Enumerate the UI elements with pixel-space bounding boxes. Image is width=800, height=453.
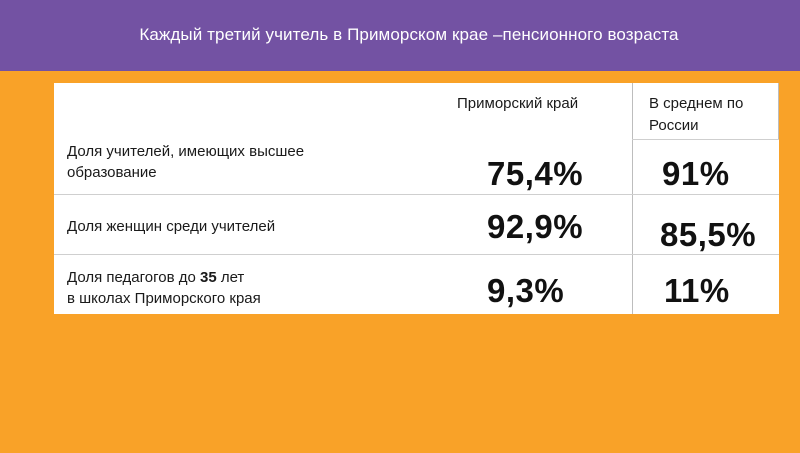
value-primorsky-women-share: 92,9% (487, 208, 584, 245)
row-label-line: Доля женщин среди учителей (67, 218, 276, 235)
row-label-line: Доля педагогов до 35 лет (67, 267, 261, 288)
row-label-age: 35 (199, 269, 217, 286)
value-russia-women-share: 85,5% (660, 216, 757, 253)
row-label-suffix: лет (216, 269, 245, 286)
slide-title: Каждый третий учитель в Приморском крае … (139, 24, 679, 44)
row-label-line: образование (67, 164, 157, 181)
row-label-women-share: Доля женщин среди учителей (67, 216, 275, 237)
column-divider-2 (778, 83, 779, 139)
header-bar: Каждый третий учитель в Приморском крае … (0, 0, 800, 71)
comparison-table: Приморский край В среднем по России Доля… (54, 83, 779, 314)
row-label-prefix: Доля педагогов до (67, 269, 200, 286)
row-label-higher-education: Доля учителей, имеющих высшее образовани… (67, 141, 304, 183)
row-label-line: в школах Приморского края (67, 290, 261, 307)
column-header-russia: В среднем по России (649, 95, 744, 134)
row-divider-header (632, 139, 779, 140)
row-divider-1 (54, 194, 779, 195)
value-primorsky-young-teachers: 9,3% (487, 272, 565, 309)
column-divider-1 (632, 83, 633, 314)
row-label-young-teachers: Доля педагогов до 35 лет в школах Примор… (67, 267, 261, 309)
value-russia-higher-education: 91% (662, 155, 730, 192)
row-divider-2 (54, 254, 779, 255)
value-russia-young-teachers: 11% (664, 272, 730, 309)
value-primorsky-higher-education: 75,4% (487, 155, 584, 192)
column-header-primorsky: Приморский край (457, 95, 579, 112)
row-label-line: Доля учителей, имеющих высшее (67, 143, 305, 160)
